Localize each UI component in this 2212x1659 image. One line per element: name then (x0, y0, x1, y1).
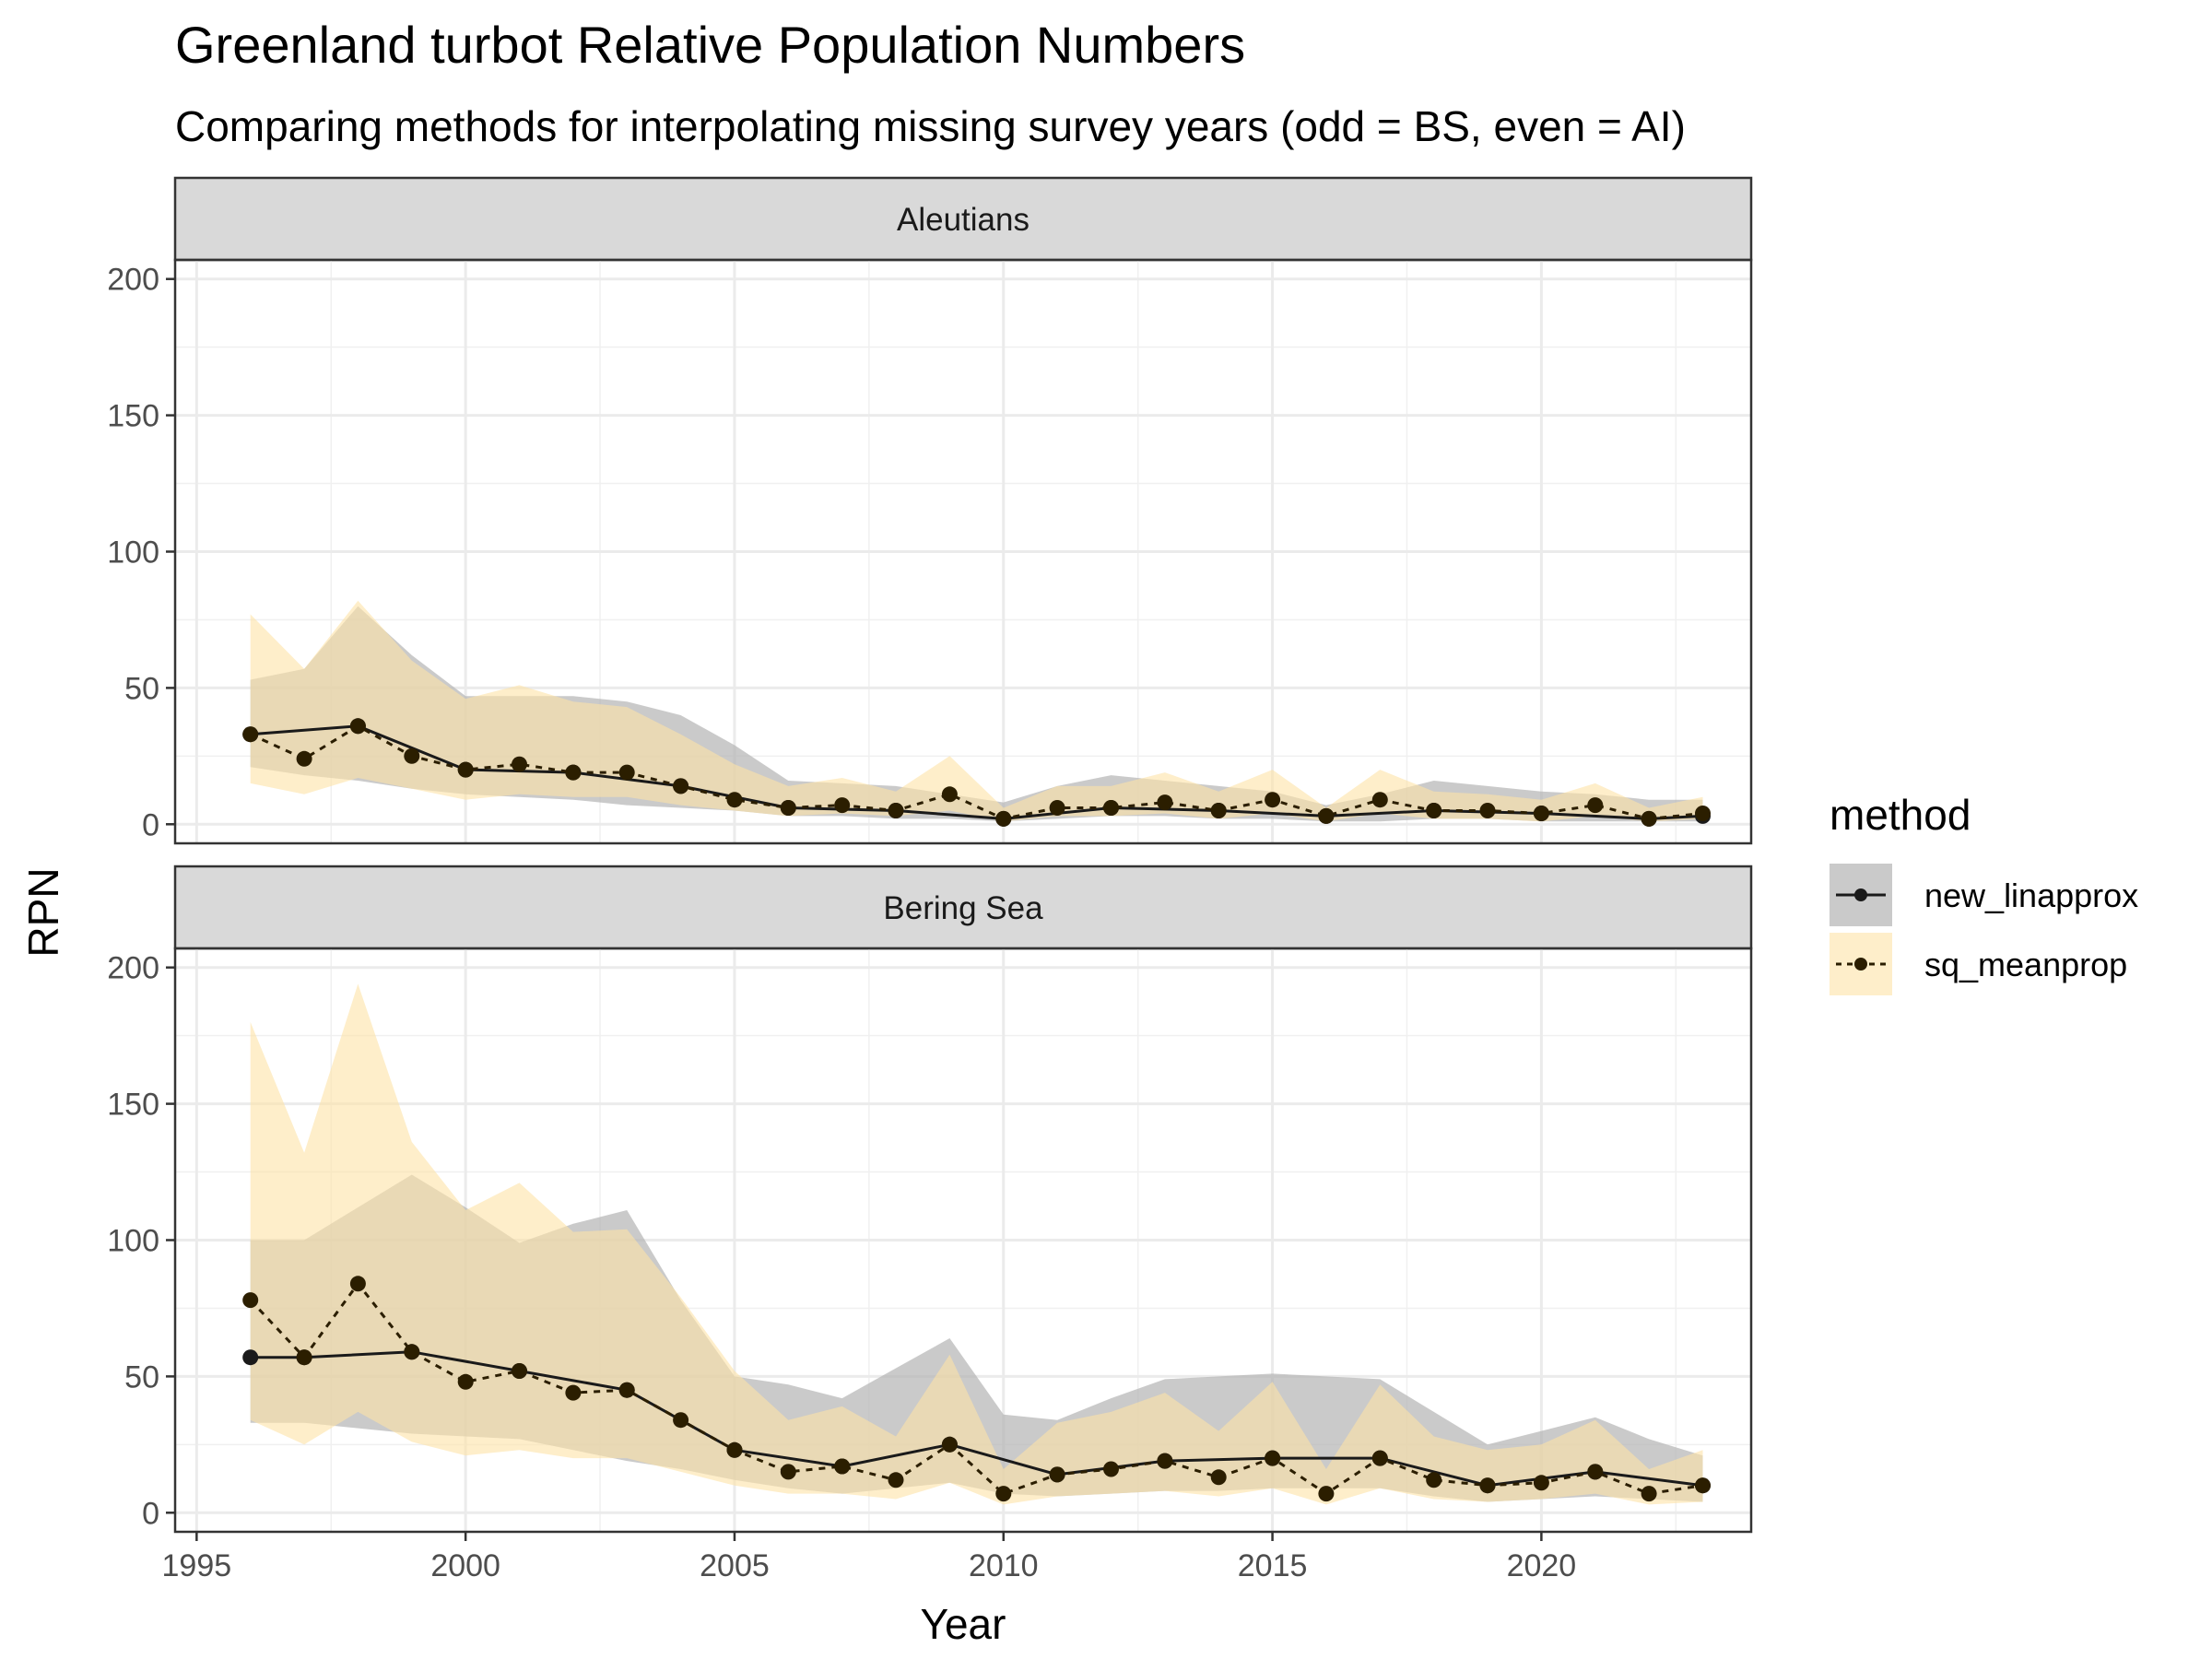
x-axis: 1995 2000 2005 2010 2015 2020 (162, 1532, 1577, 1583)
point-sq-meanprop-aleutians-2001 (512, 756, 527, 772)
point-sq-meanprop-aleutians-2014 (1210, 803, 1227, 818)
point-sq-meanprop-bering-sea-2022 (1641, 1486, 1657, 1502)
point-sq-meanprop-aleutians-2013 (1157, 794, 1173, 811)
point-sq-meanprop-bering-sea-2023 (1695, 1477, 1711, 1494)
point-sq-meanprop-bering-sea-2010 (995, 1486, 1012, 1502)
point-sq-meanprop-aleutians-1997 (296, 750, 312, 767)
point-sq-meanprop-aleutians-2022 (1641, 810, 1657, 827)
point-sq-meanprop-bering-sea-2014 (1210, 1469, 1227, 1486)
point-sq-meanprop-aleutians-2020 (1533, 806, 1549, 821)
point-sq-meanprop-bering-sea-2011 (1049, 1466, 1065, 1483)
point-sq-meanprop-aleutians-2008 (888, 803, 904, 818)
y-tick-label-bering-sea: 100 (107, 1224, 159, 1259)
point-sq-meanprop-aleutians-2003 (618, 764, 635, 781)
point-sq-meanprop-bering-sea-2018 (1426, 1472, 1442, 1488)
point-sq-meanprop-bering-sea-2004 (673, 1412, 689, 1429)
y-tick-label-aleutians: 200 (107, 263, 159, 298)
y-tick-label-aleutians: 100 (107, 535, 159, 571)
point-sq-meanprop-aleutians-2023 (1695, 806, 1711, 821)
ribbon-sq-meanprop-bering-sea (250, 983, 1703, 1505)
point-sq-meanprop-bering-sea-2021 (1587, 1464, 1604, 1480)
point-sq-meanprop-bering-sea-2019 (1479, 1477, 1496, 1494)
panel-bering-sea: Bering Sea 0 50 100 150 200 (107, 865, 1753, 1534)
point-new-linapprox-bering-sea-1996 (242, 1349, 259, 1366)
point-sq-meanprop-bering-sea-2006 (780, 1464, 796, 1480)
point-sq-meanprop-aleutians-2018 (1426, 803, 1442, 818)
point-sq-meanprop-aleutians-2021 (1587, 797, 1604, 814)
x-tick-label: 2010 (969, 1548, 1039, 1583)
point-sq-meanprop-bering-sea-1997 (296, 1349, 312, 1366)
point-sq-meanprop-aleutians-1996 (242, 726, 259, 743)
point-sq-meanprop-bering-sea-2009 (941, 1436, 958, 1453)
strip-label-aleutians: Aleutians (897, 202, 1030, 238)
point-sq-meanprop-aleutians-2007 (834, 797, 851, 814)
legend-marker-sq-meanprop (1854, 958, 1867, 971)
strip-label-bering-sea: Bering Sea (883, 890, 1043, 926)
point-sq-meanprop-aleutians-2012 (1103, 800, 1119, 816)
legend: method new_linapprox sq_meanprop (1830, 791, 2138, 995)
chart-subtitle: Comparing methods for interpolating miss… (175, 102, 1686, 150)
x-tick-label: 2000 (430, 1548, 500, 1583)
point-sq-meanprop-bering-sea-2002 (565, 1384, 582, 1401)
panel-aleutians: Aleutians 0 50 100 150 200 (107, 176, 1753, 845)
point-sq-meanprop-bering-sea-2013 (1157, 1453, 1173, 1469)
point-sq-meanprop-aleutians-2010 (995, 810, 1012, 827)
line-sq-meanprop-aleutians (250, 724, 1703, 820)
point-sq-meanprop-aleutians-2002 (565, 764, 582, 781)
point-sq-meanprop-bering-sea-2008 (888, 1472, 904, 1488)
point-sq-meanprop-bering-sea-1998 (349, 1276, 366, 1292)
point-sq-meanprop-aleutians-2009 (941, 786, 958, 803)
point-sq-meanprop-bering-sea-1999 (404, 1344, 420, 1360)
strip-aleutians (173, 176, 1753, 262)
y-tick-label-aleutians: 150 (107, 399, 159, 434)
legend-item-sq-meanprop: sq_meanprop (1830, 933, 2127, 995)
point-sq-meanprop-bering-sea-2005 (726, 1441, 743, 1458)
legend-label-new-linapprox: new_linapprox (1924, 877, 2138, 914)
point-sq-meanprop-aleutians-2004 (673, 778, 689, 794)
point-sq-meanprop-aleutians-2016 (1318, 807, 1335, 824)
y-tick-label-aleutians: 50 (124, 671, 159, 706)
legend-marker-new-linapprox (1854, 888, 1867, 901)
point-sq-meanprop-bering-sea-1996 (242, 1292, 259, 1309)
point-sq-meanprop-aleutians-2005 (726, 792, 743, 808)
point-sq-meanprop-bering-sea-2007 (834, 1458, 851, 1475)
y-tick-label-bering-sea: 0 (142, 1496, 159, 1531)
point-sq-meanprop-bering-sea-2000 (457, 1373, 474, 1390)
legend-title: method (1830, 791, 1971, 839)
point-sq-meanprop-bering-sea-2012 (1103, 1461, 1119, 1477)
point-sq-meanprop-bering-sea-2015 (1265, 1450, 1281, 1466)
x-tick-label: 2005 (700, 1548, 770, 1583)
point-sq-meanprop-bering-sea-2016 (1318, 1486, 1335, 1502)
y-axis-title: RPN (19, 867, 67, 957)
point-sq-meanprop-bering-sea-2003 (618, 1382, 635, 1398)
point-sq-meanprop-aleutians-2019 (1479, 803, 1496, 818)
x-axis-title: Year (921, 1600, 1006, 1648)
point-sq-meanprop-aleutians-2015 (1265, 792, 1281, 808)
x-tick-label: 2020 (1507, 1548, 1577, 1583)
x-tick-label: 2015 (1238, 1548, 1308, 1583)
point-sq-meanprop-aleutians-2000 (457, 761, 474, 778)
point-sq-meanprop-bering-sea-2020 (1533, 1475, 1549, 1491)
chart-title: Greenland turbot Relative Population Num… (175, 16, 1245, 74)
x-tick-label: 1995 (162, 1548, 232, 1583)
point-sq-meanprop-bering-sea-2001 (512, 1363, 527, 1379)
y-tick-label-bering-sea: 200 (107, 951, 159, 986)
legend-item-new-linapprox: new_linapprox (1830, 864, 2138, 926)
point-sq-meanprop-bering-sea-2017 (1371, 1450, 1388, 1466)
y-tick-label-bering-sea: 50 (124, 1359, 159, 1394)
y-tick-label-bering-sea: 150 (107, 1088, 159, 1123)
point-sq-meanprop-aleutians-2011 (1049, 800, 1065, 816)
point-sq-meanprop-aleutians-2006 (780, 800, 796, 816)
point-sq-meanprop-aleutians-1999 (404, 747, 420, 764)
ribbon-sq-meanprop-aleutians (250, 600, 1703, 822)
point-sq-meanprop-aleutians-1998 (349, 718, 366, 735)
legend-label-sq-meanprop: sq_meanprop (1924, 946, 2127, 983)
point-sq-meanprop-aleutians-2017 (1371, 792, 1388, 808)
y-tick-label-aleutians: 0 (142, 807, 159, 842)
